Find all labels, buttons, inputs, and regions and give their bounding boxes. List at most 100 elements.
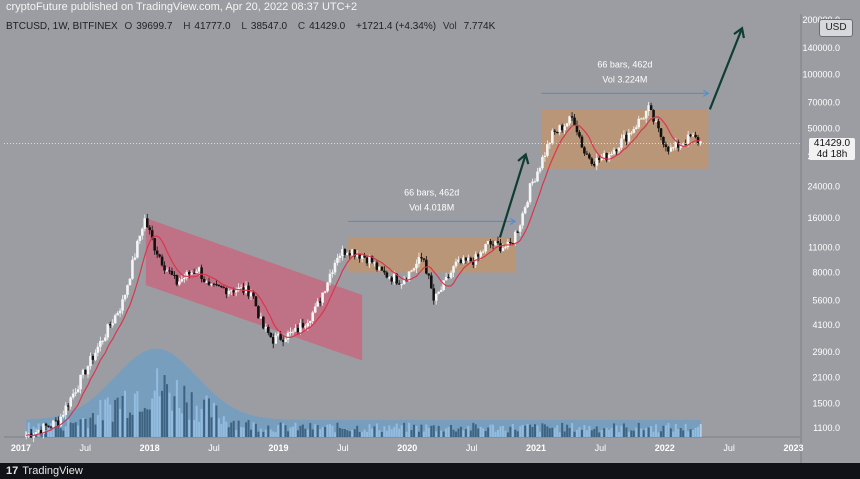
candle-body — [689, 134, 692, 137]
candle-body — [294, 327, 297, 332]
candle-body — [229, 290, 233, 292]
candle-body — [143, 218, 147, 229]
candle-body — [380, 266, 384, 271]
candle-body — [518, 225, 522, 232]
candle-body — [499, 243, 502, 252]
candle-body — [402, 280, 406, 285]
candle-body — [375, 262, 379, 270]
candle-body — [313, 306, 317, 313]
candle-body — [49, 426, 53, 428]
candle-body — [400, 284, 403, 286]
candle-body — [432, 288, 436, 301]
measure-vol-label: Vol 3.224M — [602, 74, 647, 84]
candle-body — [395, 273, 399, 284]
candle-body — [244, 285, 248, 293]
candle-body — [659, 128, 663, 137]
candle-body — [148, 227, 152, 231]
currency-badge[interactable]: USD — [819, 19, 853, 37]
y-tick-label: 4100.0 — [812, 320, 840, 330]
candle-body — [128, 278, 132, 286]
last-price-value: 41429.0 — [813, 138, 851, 149]
candle-body — [183, 278, 186, 280]
candle-body — [595, 157, 599, 166]
candle-body — [326, 282, 329, 292]
candle-body — [536, 171, 539, 182]
vol-label: Vol — [442, 21, 457, 32]
candle-body — [217, 284, 221, 287]
y-tick-label: 2900.0 — [812, 347, 840, 357]
candle-body — [370, 256, 374, 263]
candle-body — [575, 124, 579, 133]
candle-body — [427, 273, 431, 276]
candle-body — [605, 153, 608, 161]
candle-body — [103, 337, 107, 341]
change-value: +1721.4 (+4.34%) — [356, 21, 437, 32]
candle-body — [568, 116, 571, 124]
candle-body — [145, 218, 149, 228]
candle-body — [44, 423, 48, 426]
candle-body — [511, 243, 515, 245]
candle-body — [533, 181, 537, 183]
candle-body — [192, 272, 196, 274]
candle-body — [286, 332, 290, 340]
candle-body — [106, 324, 110, 338]
candle-body — [634, 127, 638, 130]
candle-body — [573, 117, 576, 125]
candle-body — [694, 134, 697, 138]
candle-body — [390, 277, 394, 282]
candle-body — [600, 157, 603, 160]
candle-body — [168, 270, 171, 272]
candle-body — [108, 324, 112, 326]
candle-body — [165, 270, 169, 272]
tradingview-logo-text: TradingView — [22, 465, 83, 477]
candle-body — [615, 149, 618, 152]
tradingview-logo[interactable]: 17 TradingView — [6, 465, 83, 477]
candle-body — [234, 290, 238, 293]
candle-body — [202, 278, 206, 283]
candle-body — [271, 337, 275, 344]
volume-ma-area — [26, 348, 701, 437]
candle-body — [89, 356, 92, 367]
candle-body — [696, 137, 700, 144]
candle-body — [116, 313, 119, 316]
close-value: 41429.0 — [309, 21, 346, 32]
x-tick-label: Jul — [80, 443, 92, 453]
candle-body — [274, 335, 277, 344]
x-tick-label: 2021 — [526, 443, 546, 453]
descending-channel — [145, 218, 363, 361]
candle-body — [178, 281, 181, 285]
candle-body — [150, 230, 154, 239]
breakout-arrow — [498, 154, 527, 238]
candle-body — [222, 287, 226, 289]
candle-body — [467, 257, 470, 261]
candle-body — [284, 339, 287, 342]
candle-body — [447, 276, 450, 278]
footer-bar: 17 TradingView — [0, 463, 860, 479]
y-tick-label: 1500.0 — [812, 399, 840, 409]
candle-body — [627, 132, 631, 142]
y-tick-label: 100000.0 — [802, 69, 840, 79]
candle-body — [580, 136, 584, 148]
candle-body — [513, 231, 517, 244]
candle-body — [664, 144, 668, 147]
candle-body — [84, 369, 87, 375]
symbol-name[interactable]: BTCUSD, 1W, BITFINEX — [6, 21, 118, 32]
candle-body — [227, 290, 231, 295]
projection-arrow — [708, 27, 744, 110]
candle-body — [387, 277, 391, 279]
candle-body — [197, 267, 201, 272]
candle-body — [69, 397, 72, 407]
candle-body — [378, 266, 381, 270]
candle-body — [548, 142, 552, 145]
candle-body — [657, 121, 660, 129]
candle-body — [155, 250, 159, 255]
candle-body — [479, 252, 482, 257]
candle-body — [528, 183, 532, 203]
candle-body — [397, 283, 401, 285]
close-label: C — [297, 21, 306, 32]
candle-body — [210, 283, 213, 285]
x-tick-label: Jul — [208, 443, 220, 453]
candle-body — [521, 213, 524, 226]
candle-body — [691, 134, 695, 137]
